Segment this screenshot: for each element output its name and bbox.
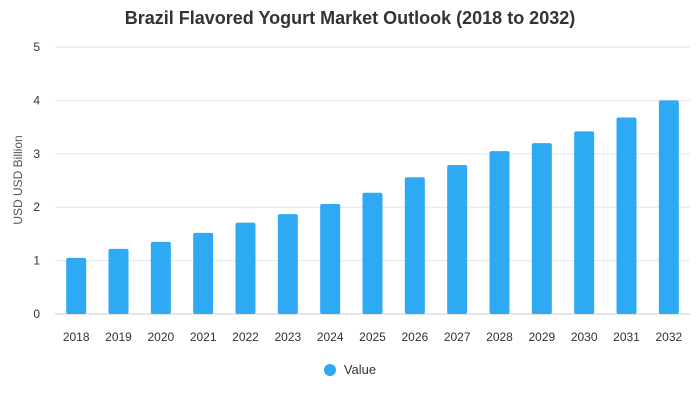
bar-2023 [277, 214, 298, 314]
y-tick-label-5: 5 [33, 40, 40, 54]
x-tick-label-2020: 2020 [147, 330, 174, 344]
legend-label-value[interactable]: Value [343, 362, 377, 377]
y-tick-label-0: 0 [33, 307, 40, 321]
bar-2025 [362, 192, 383, 314]
y-tick-label-3: 3 [33, 147, 40, 161]
x-tick-label-2023: 2023 [274, 330, 301, 344]
y-tick-label-2: 2 [33, 200, 40, 214]
chart-title: Brazil Flavored Yogurt Market Outlook (2… [124, 8, 576, 28]
x-tick-label-2025: 2025 [359, 330, 386, 344]
bar-2032 [658, 100, 679, 315]
y-tick-label-4: 4 [33, 93, 40, 107]
y-axis-label: USD USD Billion [11, 135, 25, 225]
x-tick-label-2031: 2031 [613, 330, 640, 344]
x-tick-label-2022: 2022 [232, 330, 259, 344]
bar-2020 [150, 241, 171, 314]
y-tick-label-1: 1 [33, 254, 40, 268]
x-tick-label-2032: 2032 [655, 330, 682, 344]
bar-2028 [489, 151, 510, 314]
x-tick-label-2028: 2028 [486, 330, 513, 344]
bar-2026 [404, 177, 425, 314]
x-tick-label-2029: 2029 [528, 330, 555, 344]
x-tick-label-2021: 2021 [190, 330, 217, 344]
x-tick-label-2024: 2024 [317, 330, 344, 344]
bar-2018 [66, 257, 87, 314]
bar-2022 [235, 222, 256, 314]
bar-2021 [193, 232, 214, 314]
x-tick-label-2019: 2019 [105, 330, 132, 344]
bar-2024 [320, 203, 341, 314]
legend-swatch-value [323, 363, 336, 376]
bar-2027 [447, 165, 468, 314]
x-tick-label-2030: 2030 [571, 330, 598, 344]
x-tick-label-2018: 2018 [63, 330, 90, 344]
legend: Value [0, 362, 700, 377]
bar-2029 [531, 143, 552, 314]
x-tick-label-2026: 2026 [401, 330, 428, 344]
bar-2019 [108, 248, 129, 314]
x-tick-label-2027: 2027 [444, 330, 471, 344]
bar-2031 [616, 117, 637, 314]
bar-2030 [574, 131, 595, 314]
